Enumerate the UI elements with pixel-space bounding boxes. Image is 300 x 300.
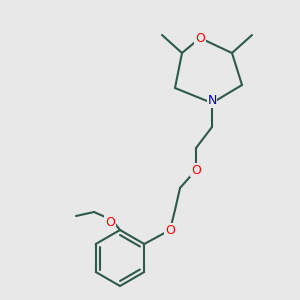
Text: O: O — [105, 215, 115, 229]
Text: O: O — [191, 164, 201, 176]
Text: O: O — [165, 224, 175, 236]
Text: O: O — [195, 32, 205, 44]
Text: N: N — [207, 94, 217, 107]
